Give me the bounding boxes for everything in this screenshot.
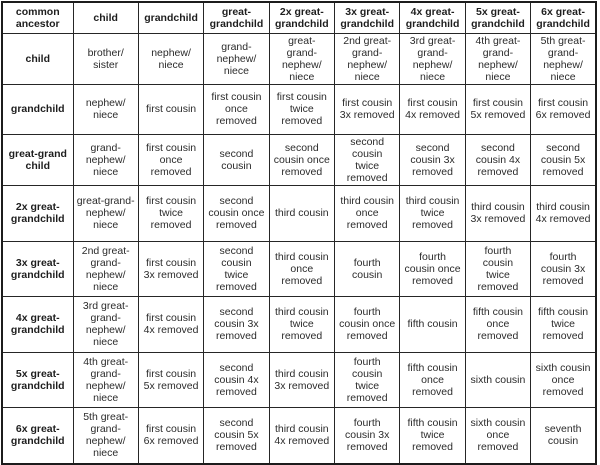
relationship-cell: first cousin twice removed xyxy=(137,184,205,242)
relationship-cell: second cousin 5x removed xyxy=(203,406,270,465)
relationship-cell: second cousin once removed xyxy=(268,133,336,186)
relationship-cell: third cousin xyxy=(268,184,336,242)
relationship-cell: third cousin 3x removed xyxy=(464,184,532,242)
corner-header-cell: common ancestor xyxy=(1,1,74,34)
table-row-2x-great-grandchild: 2x great- grandchild great-grand- nephew… xyxy=(1,184,597,242)
relationship-cell: seventh cousin xyxy=(530,406,597,465)
relationship-cell: fifth cousin once removed xyxy=(464,295,532,353)
relationship-cell: grand- nephew/ niece xyxy=(203,32,270,85)
table-row-great-grandchild: great-grand child grand- nephew/ niece f… xyxy=(1,133,597,186)
relationship-cell: second cousin xyxy=(203,133,270,186)
relationship-cell: fourth cousin 3x removed xyxy=(333,406,401,465)
row-header-grandchild: grandchild xyxy=(1,83,74,135)
relationship-cell: first cousin 4x removed xyxy=(399,83,466,135)
relationship-cell: second cousin 4x removed xyxy=(464,133,532,186)
relationship-cell: third cousin 4x removed xyxy=(530,184,597,242)
column-header-great-grandchild: great- grandchild xyxy=(203,1,270,34)
table-row-5x-great-grandchild: 5x great- grandchild 4th great- grand- n… xyxy=(1,351,597,408)
relationship-cell: sixth cousin once removed xyxy=(530,351,597,408)
relationship-cell: first cousin 4x removed xyxy=(137,295,205,353)
relationship-cell: 5th great- grand- nephew/ niece xyxy=(72,406,139,465)
row-header-2x-great-grandchild: 2x great- grandchild xyxy=(1,184,74,242)
relationship-cell: third cousin once removed xyxy=(333,184,401,242)
relationship-cell: brother/ sister xyxy=(72,32,139,85)
row-header-6x-great-grandchild: 6x great- grandchild xyxy=(1,406,74,465)
row-header-3x-great-grandchild: 3x great- grandchild xyxy=(1,240,74,297)
relationship-cell: third cousin twice removed xyxy=(399,184,466,242)
relationship-cell: second cousin twice removed xyxy=(333,133,401,186)
relationship-cell: great- grand- nephew/ niece xyxy=(268,32,336,85)
relationship-cell: 3rd great- grand- nephew/ niece xyxy=(399,32,466,85)
relationship-cell: second cousin 4x removed xyxy=(203,351,270,408)
relationship-cell: fourth cousin once removed xyxy=(333,295,401,353)
row-header-4x-great-grandchild: 4x great- grandchild xyxy=(1,295,74,353)
relationship-cell: fourth cousin 3x removed xyxy=(530,240,597,297)
column-header-6x-great-grandchild: 6x great- grandchild xyxy=(530,1,597,34)
column-header-child: child xyxy=(72,1,139,34)
relationship-cell: first cousin 3x removed xyxy=(333,83,401,135)
row-header-great-grandchild: great-grand child xyxy=(1,133,74,186)
relationship-cell: first cousin once removed xyxy=(203,83,270,135)
relationship-cell: fifth cousin twice removed xyxy=(530,295,597,353)
column-header-4x-great-grandchild: 4x great- grandchild xyxy=(399,1,466,34)
relationship-cell: second cousin twice removed xyxy=(203,240,270,297)
relationship-cell: fourth cousin twice removed xyxy=(333,351,401,408)
relationship-cell: 2nd great- grand- nephew/ niece xyxy=(333,32,401,85)
relationship-cell: first cousin 5x removed xyxy=(137,351,205,408)
column-header-2x-great-grandchild: 2x great- grandchild xyxy=(268,1,336,34)
relationship-cell: 2nd great- grand- nephew/ niece xyxy=(72,240,139,297)
relationship-cell: 4th great- grand- nephew/ niece xyxy=(464,32,532,85)
table-row-child: child brother/ sister nephew/ niece gran… xyxy=(1,32,597,85)
column-header-grandchild: grandchild xyxy=(137,1,205,34)
column-header-3x-great-grandchild: 3x great- grandchild xyxy=(333,1,401,34)
relationship-cell: fifth cousin xyxy=(399,295,466,353)
column-header-5x-great-grandchild: 5x great- grandchild xyxy=(464,1,532,34)
table-row-grandchild: grandchild nephew/ niece first cousin fi… xyxy=(1,83,597,135)
relationship-cell: sixth cousin once removed xyxy=(464,406,532,465)
relationship-cell: first cousin xyxy=(137,83,205,135)
table-row-3x-great-grandchild: 3x great- grandchild 2nd great- grand- n… xyxy=(1,240,597,297)
relationship-cell: third cousin 3x removed xyxy=(268,351,336,408)
relationship-cell: third cousin once removed xyxy=(268,240,336,297)
relationship-cell: fifth cousin once removed xyxy=(399,351,466,408)
relationship-cell: nephew/ niece xyxy=(72,83,139,135)
relationship-cell: second cousin 3x removed xyxy=(399,133,466,186)
relationship-cell: 4th great- grand- nephew/ niece xyxy=(72,351,139,408)
relationship-cell: sixth cousin xyxy=(464,351,532,408)
row-header-5x-great-grandchild: 5x great- grandchild xyxy=(1,351,74,408)
relationship-cell: first cousin 5x removed xyxy=(464,83,532,135)
relationship-cell: grand- nephew/ niece xyxy=(72,133,139,186)
relationship-cell: third cousin 4x removed xyxy=(268,406,336,465)
relationship-cell: fourth cousin twice removed xyxy=(464,240,532,297)
relationship-cell: first cousin 3x removed xyxy=(137,240,205,297)
header-row: common ancestor child grandchild great- … xyxy=(1,1,597,34)
relationship-cell: fourth cousin xyxy=(333,240,401,297)
relationship-cell: 5th great- grand- nephew/ niece xyxy=(530,32,597,85)
relationship-cell: second cousin 5x removed xyxy=(530,133,597,186)
relationship-cell: nephew/ niece xyxy=(137,32,205,85)
relationship-cell: third cousin twice removed xyxy=(268,295,336,353)
table-row-6x-great-grandchild: 6x great- grandchild 5th great- grand- n… xyxy=(1,406,597,465)
relationship-cell: first cousin twice removed xyxy=(268,83,336,135)
relationship-cell: 3rd great- grand- nephew/ niece xyxy=(72,295,139,353)
relationship-cell: second cousin once removed xyxy=(203,184,270,242)
relationship-cell: first cousin 6x removed xyxy=(530,83,597,135)
relationship-cell: first cousin 6x removed xyxy=(137,406,205,465)
relationship-cell: second cousin 3x removed xyxy=(203,295,270,353)
relationship-cell: first cousin once removed xyxy=(137,133,205,186)
relationship-cell: fourth cousin once removed xyxy=(399,240,466,297)
relationship-cell: great-grand- nephew/ niece xyxy=(72,184,139,242)
row-header-child: child xyxy=(1,32,74,85)
table-row-4x-great-grandchild: 4x great- grandchild 3rd great- grand- n… xyxy=(1,295,597,353)
relationship-cell: fifth cousin twice removed xyxy=(399,406,466,465)
